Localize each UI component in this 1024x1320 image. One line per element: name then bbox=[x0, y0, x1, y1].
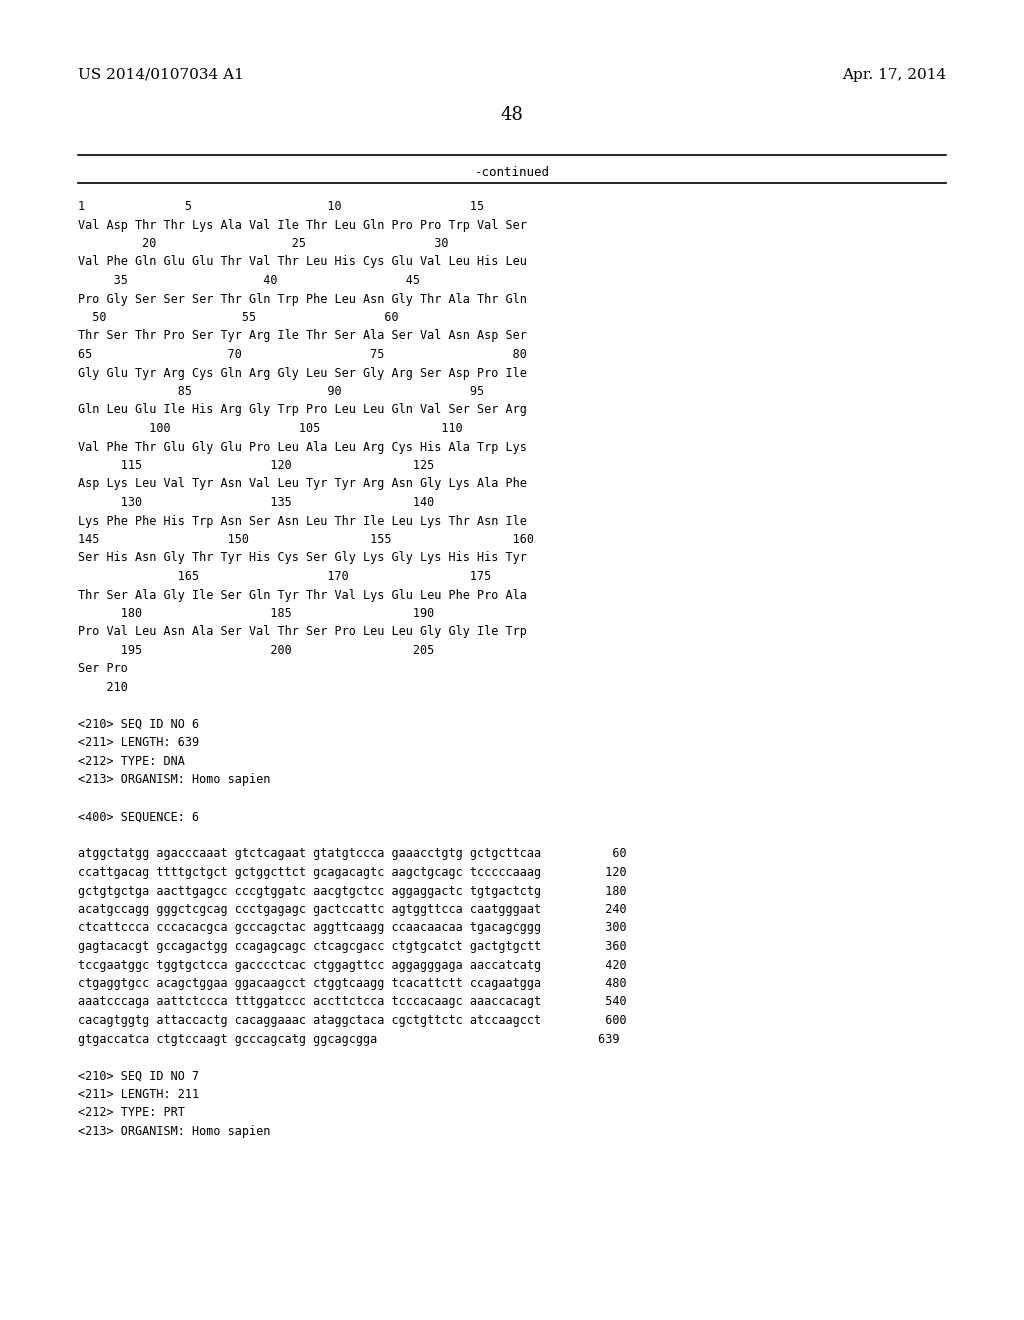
Text: <212> TYPE: PRT: <212> TYPE: PRT bbox=[78, 1106, 185, 1119]
Text: 130                  135                 140: 130 135 140 bbox=[78, 496, 434, 510]
Text: tccgaatggc tggtgctcca gacccctcac ctggagttcc aggagggaga aaccatcatg         420: tccgaatggc tggtgctcca gacccctcac ctggagt… bbox=[78, 958, 627, 972]
Text: 20                   25                  30: 20 25 30 bbox=[78, 238, 449, 249]
Text: 180                  185                 190: 180 185 190 bbox=[78, 607, 434, 620]
Text: Lys Phe Phe His Trp Asn Ser Asn Leu Thr Ile Leu Lys Thr Asn Ile: Lys Phe Phe His Trp Asn Ser Asn Leu Thr … bbox=[78, 515, 527, 528]
Text: <400> SEQUENCE: 6: <400> SEQUENCE: 6 bbox=[78, 810, 199, 824]
Text: 50                   55                  60: 50 55 60 bbox=[78, 312, 398, 323]
Text: Gly Glu Tyr Arg Cys Gln Arg Gly Leu Ser Gly Arg Ser Asp Pro Ile: Gly Glu Tyr Arg Cys Gln Arg Gly Leu Ser … bbox=[78, 367, 527, 380]
Text: Ser His Asn Gly Thr Tyr His Cys Ser Gly Lys Gly Lys His His Tyr: Ser His Asn Gly Thr Tyr His Cys Ser Gly … bbox=[78, 552, 527, 565]
Text: 195                  200                 205: 195 200 205 bbox=[78, 644, 434, 657]
Text: aaatcccaga aattctccca tttggatccc accttctcca tcccacaagc aaaccacagt         540: aaatcccaga aattctccca tttggatccc accttct… bbox=[78, 995, 627, 1008]
Text: gagtacacgt gccagactgg ccagagcagc ctcagcgacc ctgtgcatct gactgtgctt         360: gagtacacgt gccagactgg ccagagcagc ctcagcg… bbox=[78, 940, 627, 953]
Text: 145                  150                 155                 160: 145 150 155 160 bbox=[78, 533, 534, 546]
Text: 65                   70                  75                  80: 65 70 75 80 bbox=[78, 348, 527, 360]
Text: Thr Ser Thr Pro Ser Tyr Arg Ile Thr Ser Ala Ser Val Asn Asp Ser: Thr Ser Thr Pro Ser Tyr Arg Ile Thr Ser … bbox=[78, 330, 527, 342]
Text: cacagtggtg attaccactg cacaggaaac ataggctaca cgctgttctc atccaagcct         600: cacagtggtg attaccactg cacaggaaac ataggct… bbox=[78, 1014, 627, 1027]
Text: ctcattccca cccacacgca gcccagctac aggttcaagg ccaacaacaa tgacagcggg         300: ctcattccca cccacacgca gcccagctac aggttca… bbox=[78, 921, 627, 935]
Text: Pro Val Leu Asn Ala Ser Val Thr Ser Pro Leu Leu Gly Gly Ile Trp: Pro Val Leu Asn Ala Ser Val Thr Ser Pro … bbox=[78, 626, 527, 639]
Text: Val Phe Gln Glu Glu Thr Val Thr Leu His Cys Glu Val Leu His Leu: Val Phe Gln Glu Glu Thr Val Thr Leu His … bbox=[78, 256, 527, 268]
Text: gctgtgctga aacttgagcc cccgtggatc aacgtgctcc aggaggactc tgtgactctg         180: gctgtgctga aacttgagcc cccgtggatc aacgtgc… bbox=[78, 884, 627, 898]
Text: acatgccagg gggctcgcag ccctgagagc gactccattc agtggttcca caatgggaat         240: acatgccagg gggctcgcag ccctgagagc gactcca… bbox=[78, 903, 627, 916]
Text: Asp Lys Leu Val Tyr Asn Val Leu Tyr Tyr Arg Asn Gly Lys Ala Phe: Asp Lys Leu Val Tyr Asn Val Leu Tyr Tyr … bbox=[78, 478, 527, 491]
Text: 35                   40                  45: 35 40 45 bbox=[78, 275, 420, 286]
Text: -continued: -continued bbox=[474, 165, 550, 178]
Text: Pro Gly Ser Ser Ser Thr Gln Trp Phe Leu Asn Gly Thr Ala Thr Gln: Pro Gly Ser Ser Ser Thr Gln Trp Phe Leu … bbox=[78, 293, 527, 305]
Text: ctgaggtgcc acagctggaa ggacaagcct ctggtcaagg tcacattctt ccagaatgga         480: ctgaggtgcc acagctggaa ggacaagcct ctggtca… bbox=[78, 977, 627, 990]
Text: 210: 210 bbox=[78, 681, 128, 694]
Text: ccattgacag ttttgctgct gctggcttct gcagacagtc aagctgcagc tcccccaaag         120: ccattgacag ttttgctgct gctggcttct gcagaca… bbox=[78, 866, 627, 879]
Text: Gln Leu Glu Ile His Arg Gly Trp Pro Leu Leu Gln Val Ser Ser Arg: Gln Leu Glu Ile His Arg Gly Trp Pro Leu … bbox=[78, 404, 527, 417]
Text: gtgaccatca ctgtccaagt gcccagcatg ggcagcgga                               639: gtgaccatca ctgtccaagt gcccagcatg ggcagcg… bbox=[78, 1032, 620, 1045]
Text: Thr Ser Ala Gly Ile Ser Gln Tyr Thr Val Lys Glu Leu Phe Pro Ala: Thr Ser Ala Gly Ile Ser Gln Tyr Thr Val … bbox=[78, 589, 527, 602]
Text: 1              5                   10                  15: 1 5 10 15 bbox=[78, 201, 484, 213]
Text: <211> LENGTH: 639: <211> LENGTH: 639 bbox=[78, 737, 199, 750]
Text: 85                   90                  95: 85 90 95 bbox=[78, 385, 484, 399]
Text: Ser Pro: Ser Pro bbox=[78, 663, 128, 676]
Text: Val Asp Thr Thr Lys Ala Val Ile Thr Leu Gln Pro Pro Trp Val Ser: Val Asp Thr Thr Lys Ala Val Ile Thr Leu … bbox=[78, 219, 527, 231]
Text: <212> TYPE: DNA: <212> TYPE: DNA bbox=[78, 755, 185, 768]
Text: 100                  105                 110: 100 105 110 bbox=[78, 422, 463, 436]
Text: 48: 48 bbox=[501, 106, 523, 124]
Text: Apr. 17, 2014: Apr. 17, 2014 bbox=[842, 69, 946, 82]
Text: 115                  120                 125: 115 120 125 bbox=[78, 459, 434, 473]
Text: <213> ORGANISM: Homo sapien: <213> ORGANISM: Homo sapien bbox=[78, 1125, 270, 1138]
Text: <211> LENGTH: 211: <211> LENGTH: 211 bbox=[78, 1088, 199, 1101]
Text: 165                  170                 175: 165 170 175 bbox=[78, 570, 492, 583]
Text: Val Phe Thr Glu Gly Glu Pro Leu Ala Leu Arg Cys His Ala Trp Lys: Val Phe Thr Glu Gly Glu Pro Leu Ala Leu … bbox=[78, 441, 527, 454]
Text: <210> SEQ ID NO 7: <210> SEQ ID NO 7 bbox=[78, 1069, 199, 1082]
Text: <210> SEQ ID NO 6: <210> SEQ ID NO 6 bbox=[78, 718, 199, 731]
Text: US 2014/0107034 A1: US 2014/0107034 A1 bbox=[78, 69, 244, 82]
Text: <213> ORGANISM: Homo sapien: <213> ORGANISM: Homo sapien bbox=[78, 774, 270, 787]
Text: atggctatgg agacccaaat gtctcagaat gtatgtccca gaaacctgtg gctgcttcaa          60: atggctatgg agacccaaat gtctcagaat gtatgtc… bbox=[78, 847, 627, 861]
